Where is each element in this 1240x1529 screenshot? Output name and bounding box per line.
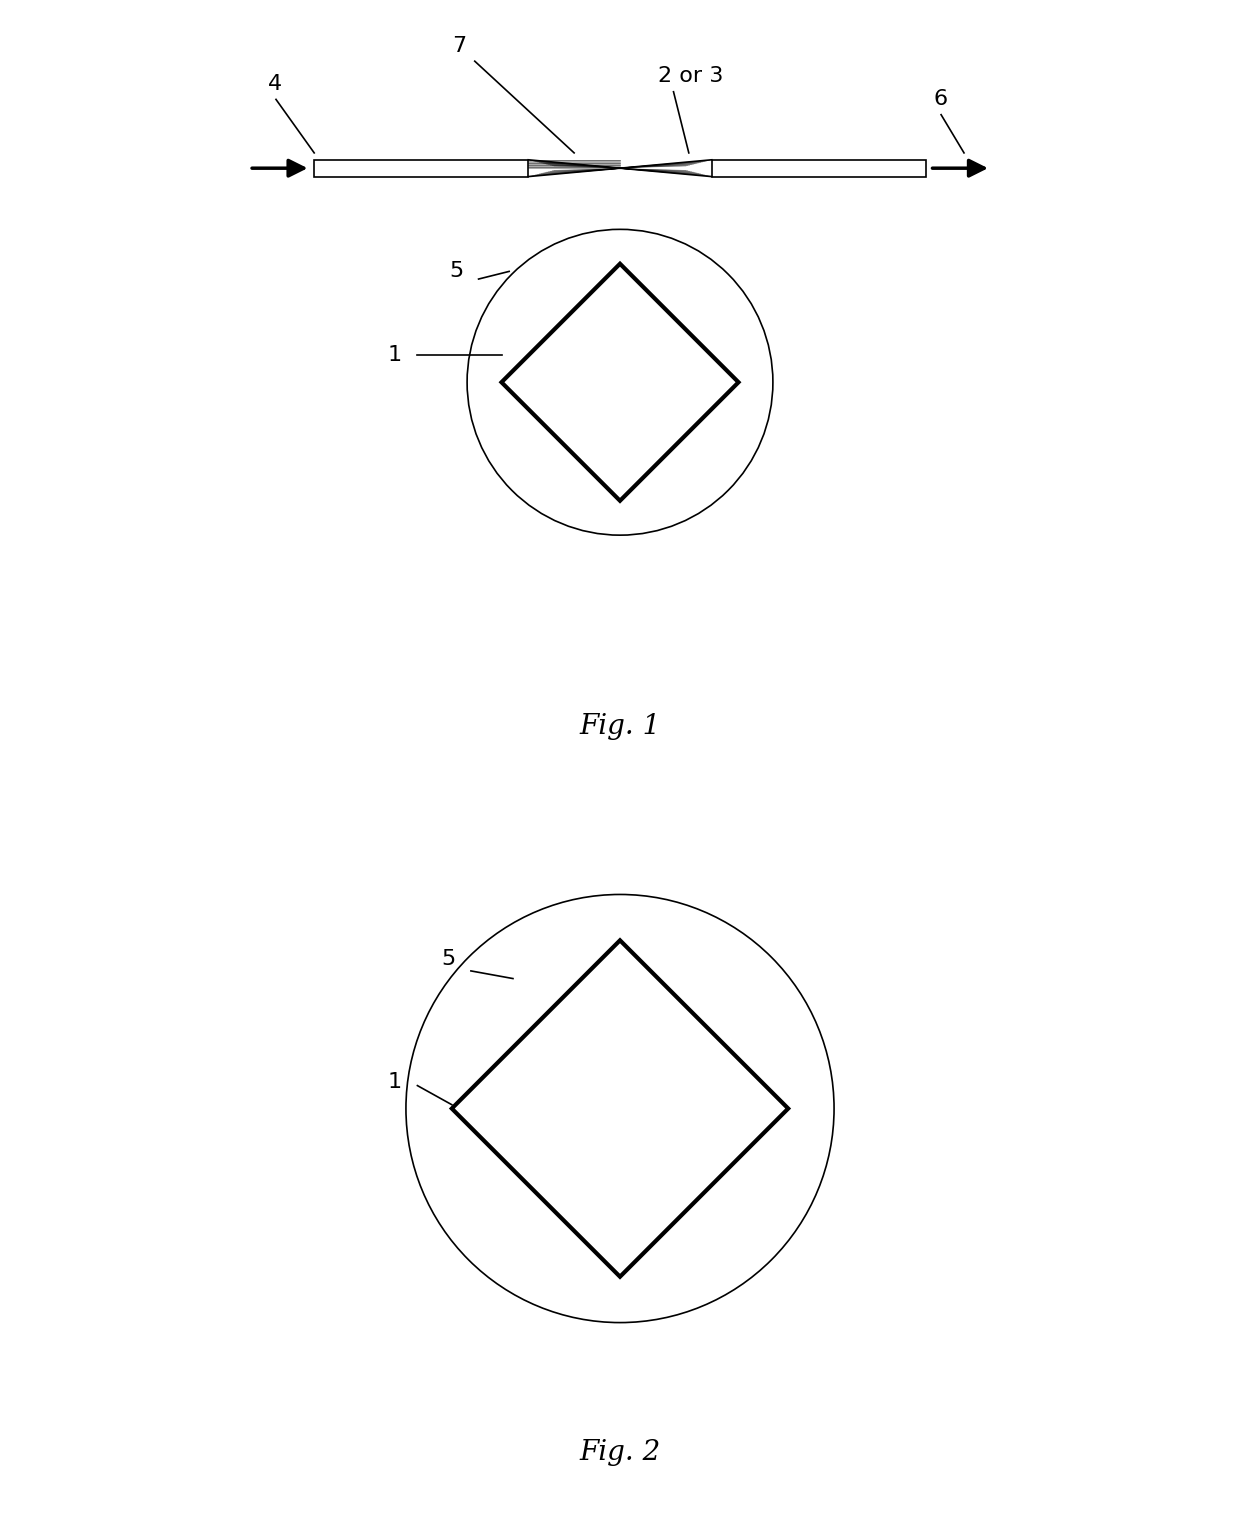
Text: Fig. 1: Fig. 1 <box>579 713 661 740</box>
Text: 4: 4 <box>268 73 283 95</box>
Text: 6: 6 <box>934 89 947 110</box>
Text: 1: 1 <box>388 346 402 365</box>
Text: 5: 5 <box>449 261 464 281</box>
Text: 2 or 3: 2 or 3 <box>658 66 724 87</box>
Text: 1: 1 <box>388 1072 402 1092</box>
Text: 7: 7 <box>451 35 466 57</box>
Text: Fig. 2: Fig. 2 <box>579 1439 661 1466</box>
Text: 5: 5 <box>441 950 455 969</box>
